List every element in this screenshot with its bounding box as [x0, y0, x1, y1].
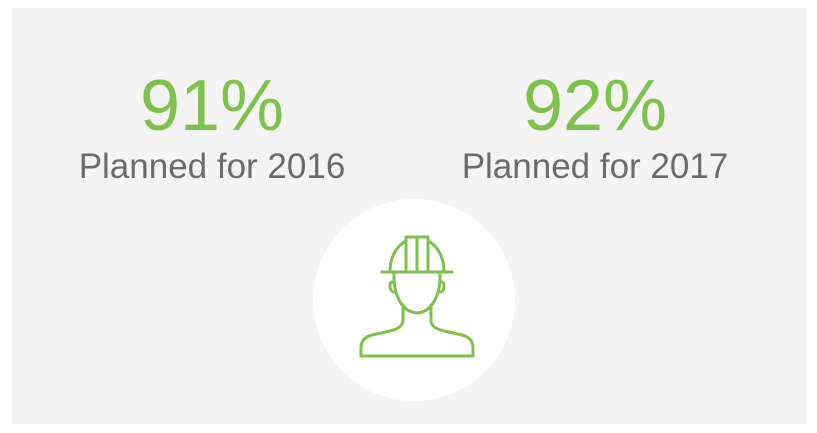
worker-icon [359, 235, 475, 358]
stat-label: Planned for 2017 [462, 147, 729, 186]
stat-label: Planned for 2016 [79, 147, 346, 186]
icon-circle [313, 199, 515, 401]
stat-value: 91% [140, 66, 284, 146]
stat-value: 92% [523, 66, 667, 146]
